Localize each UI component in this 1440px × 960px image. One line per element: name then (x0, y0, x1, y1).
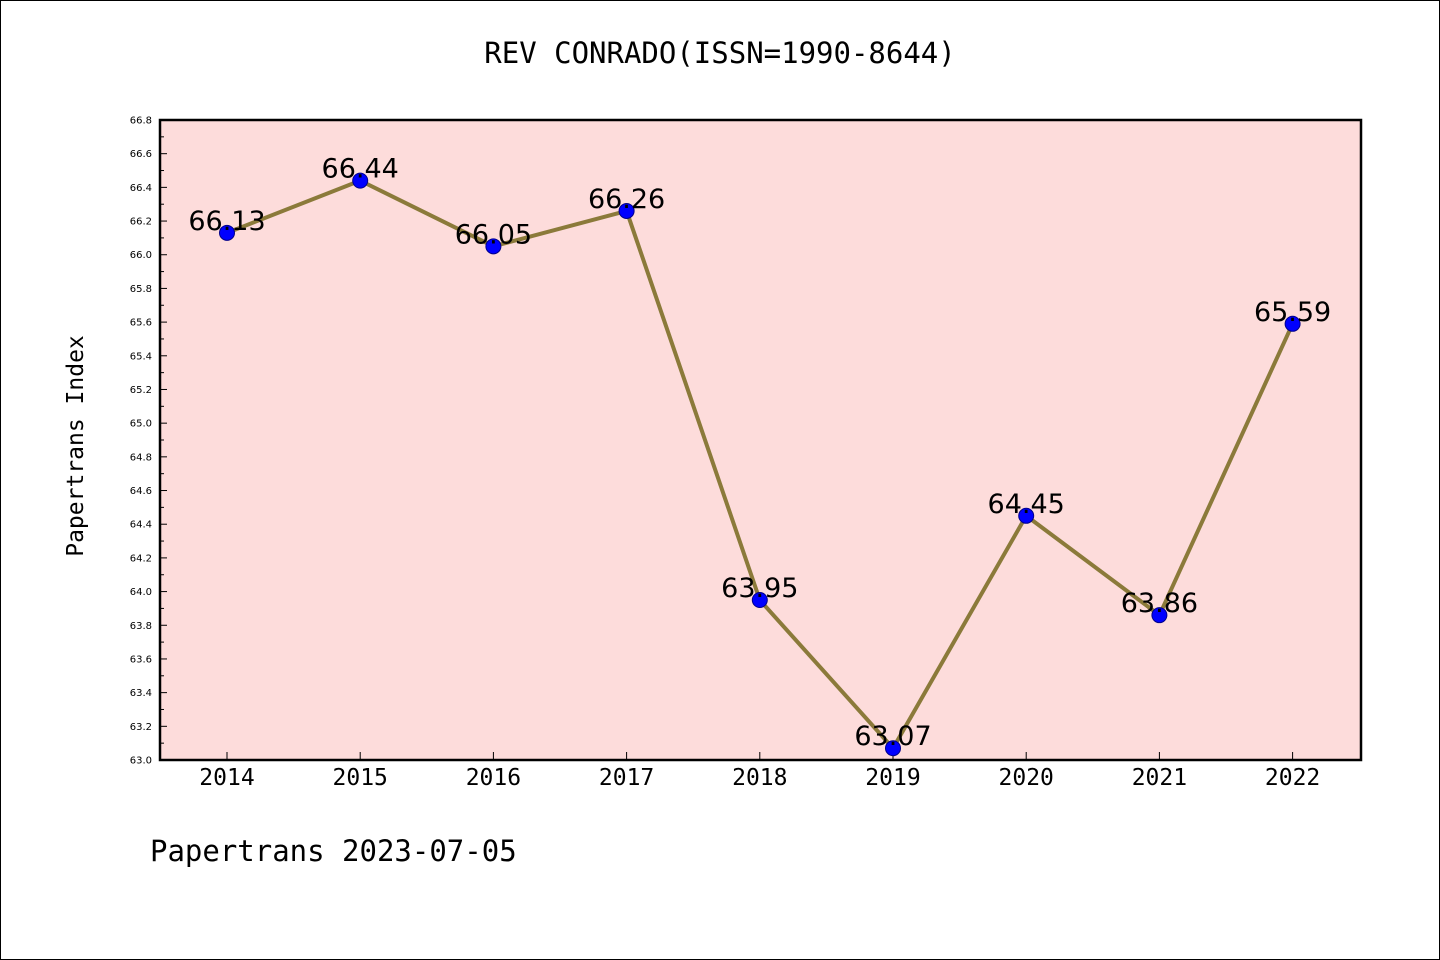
x-tick-label: 2022 (1265, 765, 1320, 791)
data-point-label: 65.59 (1254, 297, 1331, 328)
data-point-marker (1284, 315, 1301, 332)
y-tick-label: 63.0 (130, 756, 152, 767)
y-tick-label: 63.6 (130, 654, 152, 665)
y-tick-label: 63.2 (130, 722, 152, 733)
y-tick-label: 63.8 (130, 621, 152, 632)
y-tick-label: 65.4 (130, 351, 152, 362)
y-tick-label: 65.8 (130, 284, 152, 295)
x-tick-label: 2017 (599, 765, 654, 791)
data-point-marker (352, 172, 369, 189)
plot-area (160, 120, 1361, 760)
data-point-label: 66.13 (188, 206, 265, 237)
data-point-label: 66.44 (322, 154, 399, 185)
y-tick-label: 65.0 (130, 419, 152, 430)
y-tick-label: 64.8 (130, 452, 152, 463)
data-point-marker (485, 238, 502, 255)
y-tick-label: 65.6 (130, 318, 152, 329)
y-tick-label: 64.0 (130, 587, 152, 598)
x-tick-label: 2020 (999, 765, 1054, 791)
data-point-label: 66.26 (588, 184, 665, 215)
y-tick-label: 66.8 (130, 116, 152, 127)
data-point-marker (885, 740, 901, 757)
x-tick-label: 2016 (466, 765, 521, 791)
data-point-label: 64.45 (988, 489, 1065, 520)
data-point-marker (1018, 507, 1035, 524)
x-tick-label: 2014 (199, 765, 254, 791)
y-axis: 63.0 63.2 63.4 63.6 63.8 64.0 64.2 64.4 64.6 64.8… (130, 116, 167, 767)
x-tick-label: 2019 (865, 765, 920, 791)
data-point-marker (751, 592, 768, 608)
y-tick-label: 65.2 (130, 385, 152, 396)
data-point-marker (618, 202, 635, 219)
plot-border (158, 118, 1363, 762)
data-labels: 66.13 66.44 66.05 66.26 63.95 63.07 64.45 63.86… (188, 154, 1331, 753)
y-tick-label: 66.6 (130, 149, 152, 160)
y-tick-label: 66.0 (130, 250, 152, 261)
x-tick-label: 2021 (1132, 765, 1187, 791)
data-point-label: 63.95 (721, 573, 798, 604)
footer-label: Papertrans 2023-07-05 (150, 834, 517, 868)
x-tick-label: 2018 (732, 765, 787, 791)
y-tick-label: 64.2 (130, 553, 152, 564)
data-point-label: 63.86 (1121, 588, 1198, 619)
data-point-label: 63.07 (854, 721, 931, 752)
data-markers (219, 172, 1301, 757)
x-tick-label: 2015 (333, 765, 388, 791)
chart-title: REV CONRADO(ISSN=1990-8644) (484, 36, 956, 70)
y-tick-label: 66.4 (130, 183, 152, 194)
data-point-label: 66.05 (455, 219, 532, 250)
y-tick-label: 63.4 (130, 688, 152, 699)
x-axis: 2014 2015 2016 2017 2018 2019 2020 2021 2022 (199, 752, 1320, 791)
y-tick-label: 64.4 (130, 520, 152, 531)
y-tick-label: 66.2 (130, 217, 152, 228)
data-point-marker (1151, 607, 1168, 624)
y-tick-label: 64.6 (130, 486, 152, 497)
data-point-marker (219, 224, 235, 241)
